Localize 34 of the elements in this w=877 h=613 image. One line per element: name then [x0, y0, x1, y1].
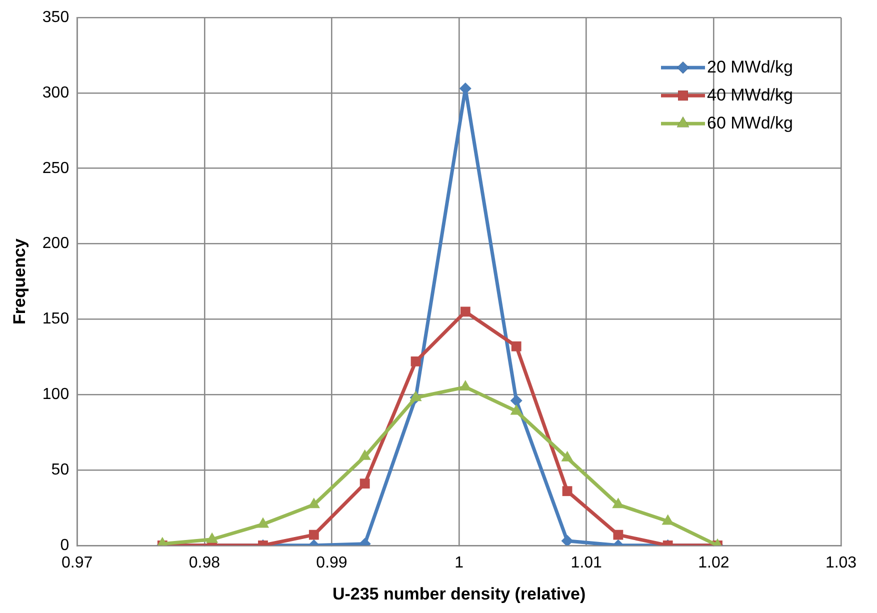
y-tick-label: 300 — [42, 84, 70, 102]
point — [510, 404, 522, 415]
x-tick-label: 0.97 — [62, 554, 93, 572]
y-axis-title: Frequency — [10, 238, 29, 324]
point — [206, 532, 218, 543]
x-tick-label: 1.03 — [825, 554, 857, 572]
y-tick-label: 0 — [60, 536, 70, 554]
x-axis-title: U-235 number density (relative) — [332, 584, 586, 604]
x-tick-label: 1.01 — [570, 554, 602, 572]
point — [308, 498, 320, 508]
point — [510, 394, 522, 407]
point — [460, 306, 470, 317]
y-tick-label: 200 — [42, 235, 70, 252]
y-tick-label: 350 — [42, 9, 70, 26]
x-tick-label: 0.99 — [316, 554, 348, 572]
y-tick-label: 100 — [42, 386, 70, 404]
point — [358, 449, 371, 460]
point — [561, 450, 574, 462]
point — [256, 517, 270, 528]
point — [612, 498, 624, 508]
point — [511, 341, 522, 352]
point — [410, 356, 421, 366]
x-tick-label: 1.02 — [698, 554, 730, 572]
y-tick-label: 150 — [42, 310, 70, 328]
legend-label: 40 MWd/kg — [707, 85, 793, 104]
point — [410, 390, 422, 402]
y-tick-label: 250 — [42, 160, 70, 177]
y-tick-label: 50 — [51, 461, 70, 478]
point — [459, 380, 472, 391]
legend-label: 20 MWd/kg — [707, 57, 793, 76]
legend-label: 60 MWd/kg — [707, 113, 793, 132]
x-tick-label: 1 — [454, 554, 464, 572]
x-tick-label: 0.98 — [188, 554, 220, 572]
point — [156, 536, 168, 546]
